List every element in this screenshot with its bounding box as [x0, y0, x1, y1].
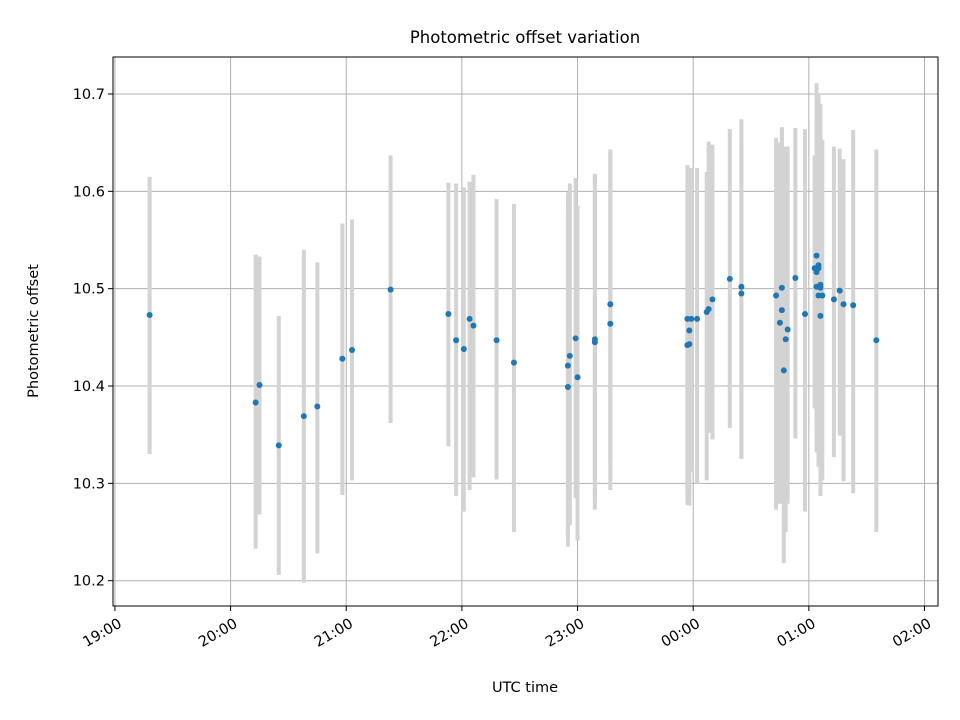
data-point: [830, 296, 837, 303]
x-tick-label: 23:00: [543, 616, 587, 651]
data-point: [566, 352, 573, 359]
data-point: [819, 292, 826, 299]
data-point: [460, 346, 467, 353]
data-point: [466, 315, 473, 322]
data-point: [726, 275, 733, 282]
data-point: [349, 346, 356, 353]
data-point: [574, 374, 581, 381]
x-tick-label: 22:00: [427, 616, 471, 651]
data-point: [300, 413, 307, 420]
data-point: [387, 286, 394, 293]
y-tick-label: 10.5: [73, 282, 105, 298]
data-point: [784, 326, 791, 333]
data-point: [840, 301, 847, 308]
data-point: [314, 403, 321, 410]
data-point: [445, 310, 452, 317]
y-axis-ticks: 10.2 10.3 10.4 10.5 10.6 10.7: [73, 87, 113, 590]
data-point: [773, 292, 780, 299]
data-point: [801, 310, 808, 317]
plot-frame: [112, 56, 939, 607]
data-point: [776, 319, 783, 326]
data-point: [782, 336, 789, 343]
data-point: [817, 281, 824, 288]
x-axis-ticks: 19:00 20:00 21:00 22:00 23:00 00:00 01:00 02:00: [81, 606, 934, 651]
data-points: [146, 252, 880, 449]
y-axis-label: Photometric offset: [26, 264, 42, 398]
data-point: [275, 442, 282, 449]
data-point: [705, 306, 712, 313]
data-point: [694, 315, 701, 322]
chart-title: Photometric offset variation: [410, 28, 640, 47]
data-point: [510, 359, 517, 366]
data-point: [686, 327, 693, 334]
data-point: [564, 362, 571, 369]
x-tick-label: 02:00: [890, 616, 934, 651]
data-point: [591, 336, 598, 343]
data-point: [836, 287, 843, 294]
data-point: [778, 307, 785, 314]
y-tick-label: 10.6: [73, 184, 105, 200]
data-point: [607, 301, 614, 308]
y-tick-label: 10.4: [73, 379, 105, 395]
y-tick-label: 10.7: [73, 87, 105, 103]
data-point: [792, 274, 799, 281]
x-tick-label: 00:00: [659, 616, 703, 651]
data-point: [709, 296, 716, 303]
data-point: [780, 367, 787, 374]
y-tick-label: 10.3: [73, 476, 105, 492]
data-point: [815, 265, 822, 272]
data-point: [738, 290, 745, 297]
data-point: [252, 399, 259, 406]
x-axis-label: UTC time: [492, 680, 558, 696]
data-point: [572, 335, 579, 342]
x-tick-label: 21:00: [312, 616, 356, 651]
data-point: [146, 311, 153, 318]
data-point: [738, 283, 745, 290]
data-point: [256, 382, 263, 389]
data-point: [453, 337, 460, 344]
data-point: [688, 315, 695, 322]
data-point: [850, 302, 857, 309]
data-point: [470, 322, 477, 329]
data-point: [493, 337, 500, 344]
x-tick-label: 19:00: [81, 616, 125, 651]
data-point: [339, 355, 346, 362]
data-point: [778, 284, 785, 291]
data-point: [873, 337, 880, 344]
data-point: [564, 383, 571, 390]
data-point: [813, 252, 820, 259]
y-tick-label: 10.2: [73, 574, 105, 590]
data-point: [817, 312, 824, 319]
data-point: [607, 320, 614, 327]
x-tick-label: 01:00: [774, 616, 818, 651]
error-bars: [147, 83, 879, 583]
data-point: [686, 341, 693, 348]
x-tick-label: 20:00: [196, 616, 240, 651]
